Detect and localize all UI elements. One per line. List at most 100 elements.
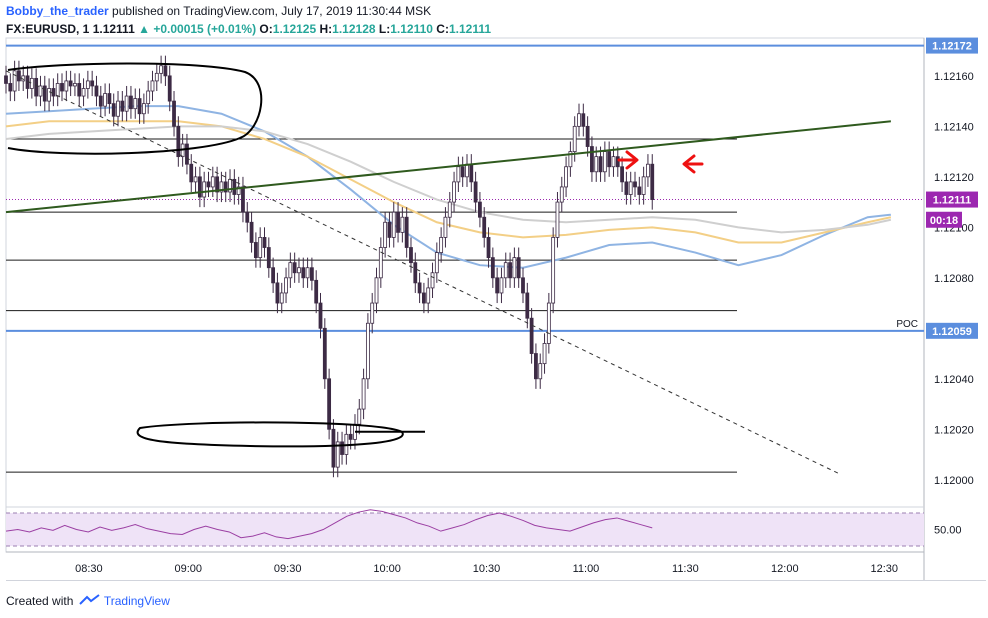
publish-info: published on TradingView.com, July 17, 2… <box>112 4 432 18</box>
y-tick-label: 1.12140 <box>934 121 974 133</box>
candle-body <box>478 201 482 218</box>
candle <box>64 70 69 102</box>
close-value: 1.12111 <box>448 22 492 36</box>
candle-body <box>73 83 77 87</box>
candle <box>611 146 616 177</box>
candle <box>534 343 538 389</box>
candle <box>77 73 82 107</box>
candle <box>85 70 90 99</box>
candle <box>340 431 344 465</box>
candle-body <box>215 176 220 193</box>
candle <box>116 91 120 127</box>
candle-body <box>434 252 439 274</box>
candle <box>456 156 461 192</box>
candle-body <box>137 98 142 115</box>
candle <box>447 191 452 228</box>
candle-body <box>51 88 56 97</box>
candle-body <box>232 178 237 195</box>
candle-body <box>29 77 34 89</box>
candle-body <box>348 433 353 440</box>
candle <box>564 156 568 198</box>
candle-body <box>568 151 573 168</box>
candle-body <box>641 176 646 195</box>
tradingview-brand[interactable]: TradingView <box>103 594 170 608</box>
candle-body <box>292 262 297 274</box>
candle <box>107 83 112 114</box>
candle <box>508 252 512 288</box>
candle-body <box>383 221 388 248</box>
candle <box>288 252 293 288</box>
candle <box>309 257 314 291</box>
candle <box>167 65 172 112</box>
candle <box>266 237 271 278</box>
price-tag-label: 00:18 <box>930 215 958 227</box>
candle-body <box>439 237 444 253</box>
candle <box>185 133 189 175</box>
price-tag <box>926 191 978 208</box>
candle <box>318 292 323 339</box>
y-tick-label: 1.12160 <box>934 71 974 83</box>
candle-body <box>189 163 194 183</box>
rsi-line <box>5 509 653 540</box>
candle <box>210 166 215 198</box>
x-tick-label: 09:00 <box>175 563 203 575</box>
candle-body <box>42 85 47 102</box>
candle <box>650 154 655 210</box>
candle-body <box>98 95 103 107</box>
publish-header: Bobby_the_trader published on TradingVie… <box>6 3 431 19</box>
bottom-rule <box>6 580 986 581</box>
x-tick-label: 11:30 <box>672 563 699 575</box>
moving-average-line <box>5 105 891 269</box>
author-name[interactable]: Bobby_the_trader <box>6 4 109 18</box>
x-tick-label: 11:00 <box>573 563 600 575</box>
candle <box>81 78 86 107</box>
candle-body <box>314 279 319 304</box>
close-label: C: <box>436 22 449 36</box>
candle <box>73 73 77 97</box>
created-with-label: Created with <box>6 594 74 608</box>
high-value: 1.12128 <box>332 22 376 36</box>
candle <box>598 146 603 182</box>
candle-body <box>167 75 172 102</box>
price-tag <box>926 37 978 54</box>
candle <box>503 252 508 288</box>
candle <box>163 55 168 86</box>
candle <box>154 63 159 92</box>
candle <box>426 277 431 314</box>
candle-body <box>404 216 409 248</box>
symbol-name[interactable]: FX:EURUSD, 1 <box>6 22 90 36</box>
candle <box>430 262 435 299</box>
candle-body <box>4 75 8 84</box>
candle <box>133 88 138 119</box>
price-tag-label: 1.12172 <box>932 41 972 53</box>
candle-body <box>499 277 504 294</box>
candle <box>559 176 564 213</box>
candle-body <box>68 80 73 87</box>
candle-body <box>538 363 543 380</box>
candle <box>120 91 125 122</box>
candle-body <box>129 95 133 110</box>
candle <box>370 292 375 334</box>
candle-body <box>555 201 560 238</box>
candle-body <box>615 156 620 168</box>
candle <box>98 85 103 117</box>
candle <box>262 227 267 258</box>
candle <box>305 257 310 288</box>
price-tag-label: 1.12059 <box>932 326 972 338</box>
candle-body <box>150 80 155 92</box>
candle-body <box>193 176 198 183</box>
candle <box>271 257 276 293</box>
open-value: 1.12125 <box>272 22 317 36</box>
candle-body <box>564 166 568 188</box>
candle-body <box>38 85 43 97</box>
candle-body <box>163 65 168 77</box>
rising-trendline <box>5 120 891 214</box>
candle <box>297 257 301 283</box>
candle-body <box>154 72 159 82</box>
candle <box>258 227 263 268</box>
candle <box>551 227 556 314</box>
candle-body <box>271 267 276 284</box>
candle-body <box>245 211 250 223</box>
candle-body <box>443 216 448 238</box>
